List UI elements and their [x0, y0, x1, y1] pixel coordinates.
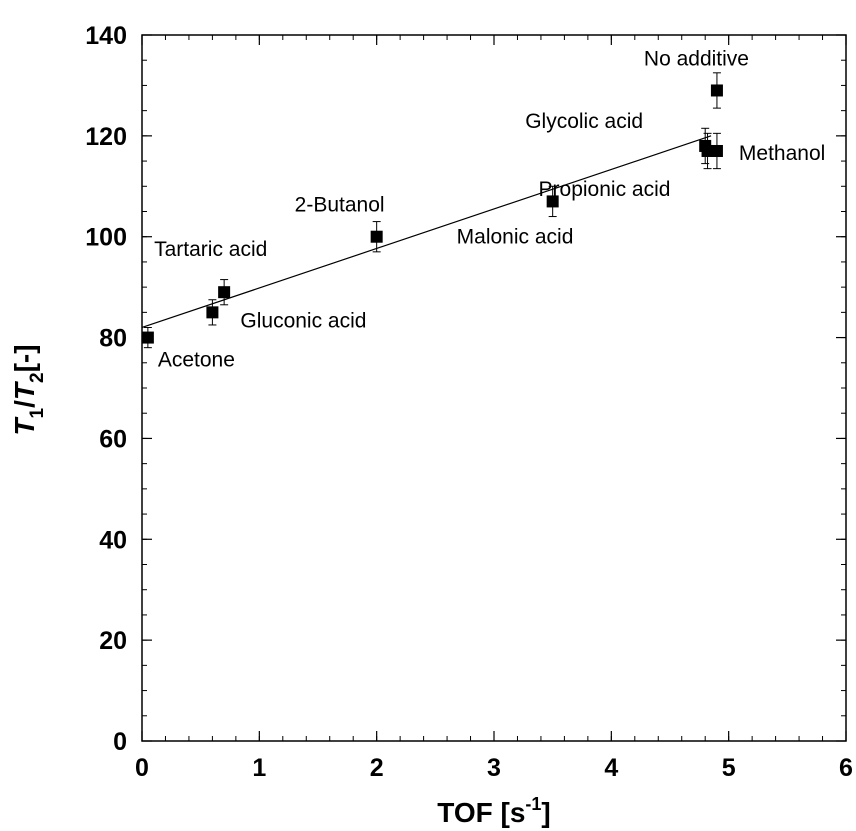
- y-tick-label: 40: [99, 526, 127, 554]
- x-tick-label: 3: [487, 754, 501, 782]
- y-axis-title-t2: T: [9, 380, 40, 400]
- y-tick-label: 140: [85, 22, 127, 50]
- x-tick-label: 4: [604, 754, 618, 782]
- point-label: Methanol: [739, 142, 825, 165]
- point-label: Gluconic acid: [240, 309, 366, 332]
- data-points: [141, 72, 723, 349]
- x-tick-label: 2: [370, 754, 384, 782]
- y-tick-label: 100: [85, 224, 127, 252]
- point-label: Malonic acid: [457, 225, 574, 248]
- y-axis-title-slash: /: [9, 400, 40, 408]
- fit-line: [141, 135, 712, 329]
- data-point-marker: [206, 306, 219, 319]
- y-tick-label: 60: [99, 425, 127, 453]
- data-point-marker: [370, 230, 383, 243]
- x-tick-label: 1: [252, 754, 266, 782]
- point-label: No additive: [644, 47, 749, 70]
- point-label: 2-Butanol: [295, 194, 385, 217]
- x-tick-label: 0: [135, 754, 149, 782]
- axis-ticks: [141, 34, 847, 742]
- x-tick-label: 5: [722, 754, 736, 782]
- point-label: Propionic acid: [539, 178, 671, 201]
- plot-frame: [141, 34, 847, 742]
- x-axis-title-sup: -1: [525, 794, 541, 814]
- x-axis-title-main: TOF [s: [437, 797, 525, 828]
- x-axis-title-end: ]: [541, 797, 550, 828]
- plot-area-border: [141, 34, 847, 742]
- x-axis-title: TOF [s-1]: [437, 794, 551, 828]
- y-axis-title-sub1: 1: [27, 407, 48, 418]
- y-axis-title-end: [-]: [9, 344, 40, 372]
- y-tick-label: 20: [99, 627, 127, 655]
- data-point-marker: [218, 286, 231, 299]
- data-point-marker: [710, 84, 723, 97]
- y-axis-title-sub2: 2: [27, 372, 48, 383]
- y-axis-title: T1/T2[-]: [9, 344, 48, 435]
- data-point-marker: [701, 144, 714, 157]
- point-label: Tartaric acid: [154, 238, 267, 261]
- y-tick-label: 80: [99, 325, 127, 353]
- data-point-marker: [710, 144, 723, 157]
- y-tick-label: 0: [113, 728, 127, 756]
- point-label: Acetone: [158, 349, 235, 372]
- y-tick-label: 120: [85, 123, 127, 151]
- data-point-marker: [141, 331, 154, 344]
- fit-line-group: [141, 135, 712, 329]
- x-tick-label: 6: [839, 754, 853, 782]
- y-axis-title-t1: T: [9, 416, 40, 436]
- point-label: Glycolic acid: [525, 110, 643, 133]
- data-point-marker: [546, 195, 559, 208]
